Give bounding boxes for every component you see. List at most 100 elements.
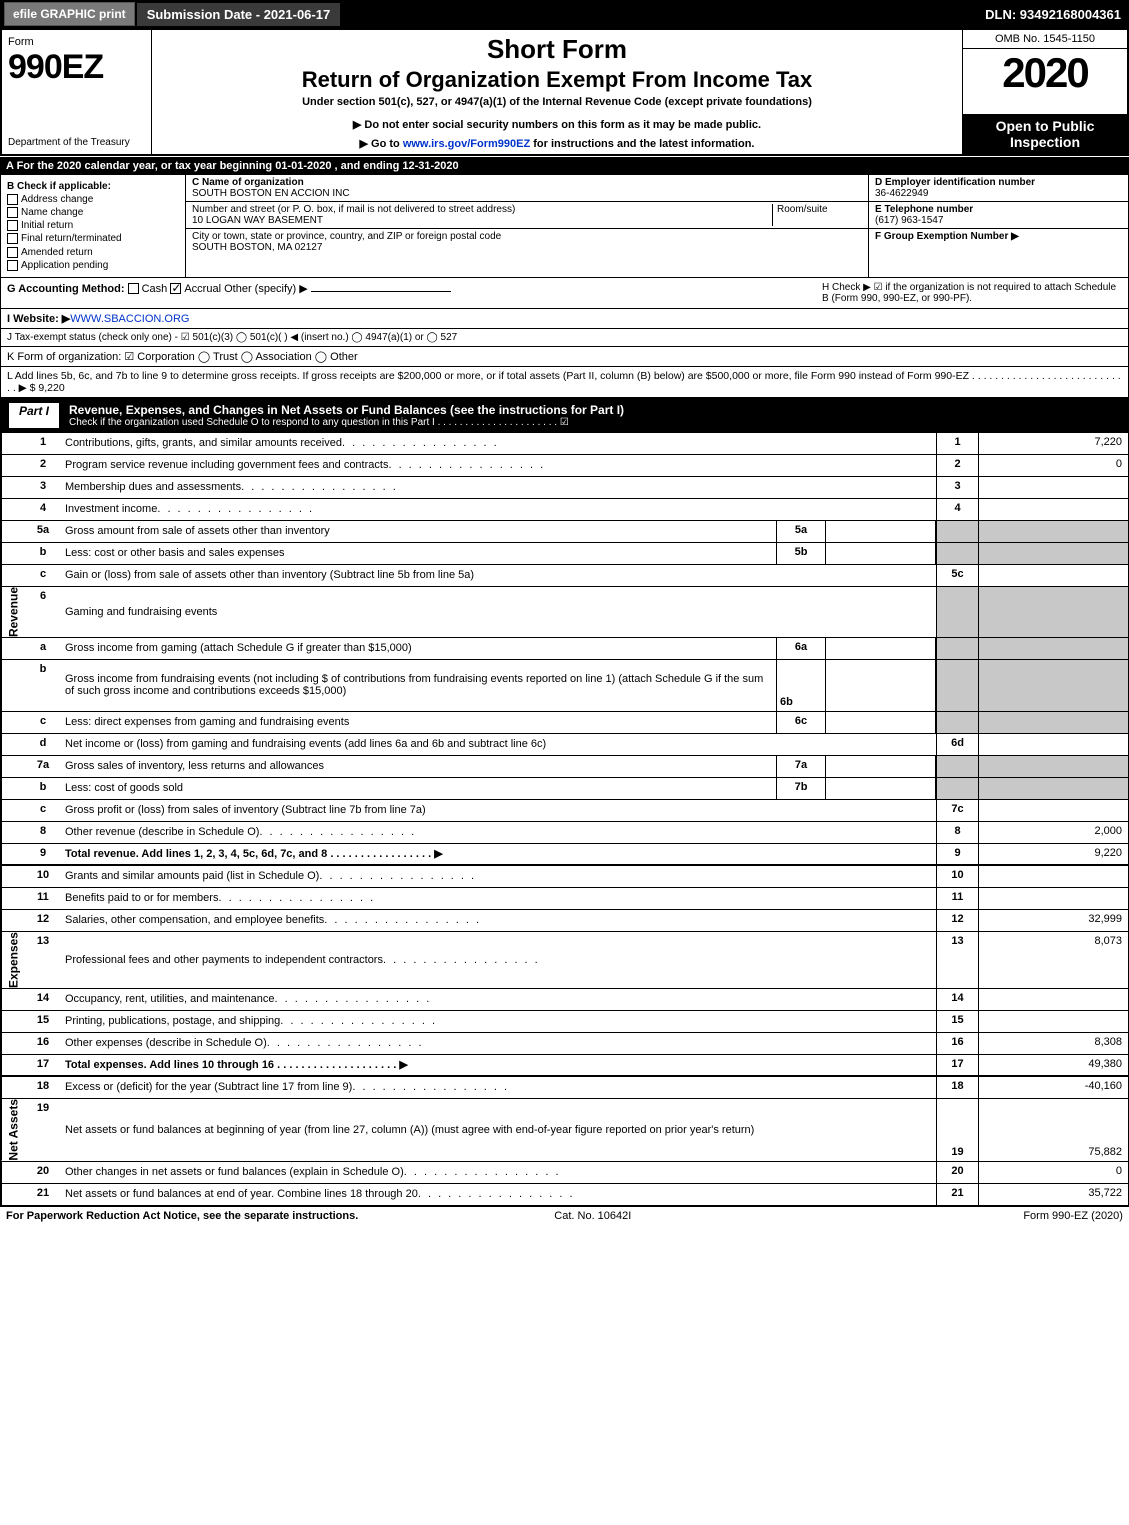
row-l: L Add lines 5b, 6c, and 7b to line 9 to … xyxy=(0,367,1129,398)
efile-print-button[interactable]: efile GRAPHIC print xyxy=(4,2,135,26)
val-18: -40,160 xyxy=(978,1077,1128,1098)
line-15: Printing, publications, postage, and shi… xyxy=(61,1011,936,1032)
line-7b: Less: cost of goods sold xyxy=(61,778,776,799)
org-address: 10 LOGAN WAY BASEMENT xyxy=(192,215,772,226)
open-public: Open to Public Inspection xyxy=(963,114,1127,154)
line-5a: Gross amount from sale of assets other t… xyxy=(61,521,776,542)
org-name: SOUTH BOSTON EN ACCION INC xyxy=(192,188,862,199)
dept-treasury: Department of the Treasury xyxy=(8,137,145,148)
line-13: Professional fees and other payments to … xyxy=(61,932,936,988)
line-19: Net assets or fund balances at beginning… xyxy=(61,1099,936,1161)
netassets-label: Net Assets xyxy=(1,1099,25,1161)
line-18: Excess or (deficit) for the year (Subtra… xyxy=(61,1077,936,1098)
line-3: Membership dues and assessments xyxy=(61,477,936,498)
city-label: City or town, state or province, country… xyxy=(192,231,501,242)
irs-link[interactable]: www.irs.gov/Form990EZ xyxy=(403,138,530,150)
form-footer: Form 990-EZ (2020) xyxy=(1023,1210,1123,1222)
addr-label: Number and street (or P. O. box, if mail… xyxy=(192,204,772,215)
omb-number: OMB No. 1545-1150 xyxy=(963,30,1127,49)
line-8: Other revenue (describe in Schedule O) xyxy=(61,822,936,843)
chk-pending[interactable] xyxy=(7,260,18,271)
row-i: I Website: ▶WWW.SBACCION.ORG xyxy=(0,309,1129,329)
val-19: 75,882 xyxy=(978,1099,1128,1161)
line-11: Benefits paid to or for members xyxy=(61,888,936,909)
row-j: J Tax-exempt status (check only one) - ☑… xyxy=(0,329,1129,347)
chk-name[interactable] xyxy=(7,207,18,218)
line-16: Other expenses (describe in Schedule O) xyxy=(61,1033,936,1054)
line-1: Contributions, gifts, grants, and simila… xyxy=(61,433,936,454)
line-7c: Gross profit or (loss) from sales of inv… xyxy=(61,800,936,821)
line-21: Net assets or fund balances at end of ye… xyxy=(61,1184,936,1205)
tax-year: 2020 xyxy=(963,49,1127,97)
box-c: C Name of organization SOUTH BOSTON EN A… xyxy=(186,175,868,277)
revenue-label: Revenue xyxy=(1,587,25,637)
chk-accrual[interactable] xyxy=(170,283,181,294)
part1-check: Check if the organization used Schedule … xyxy=(69,417,1120,428)
line-12: Salaries, other compensation, and employ… xyxy=(61,910,936,931)
room-suite: Room/suite xyxy=(772,204,862,226)
return-title: Return of Organization Exempt From Incom… xyxy=(160,67,954,93)
submission-date: Submission Date - 2021-06-17 xyxy=(137,3,341,26)
val-16: 8,308 xyxy=(978,1033,1128,1054)
line-6b: Gross income from fundraising events (no… xyxy=(61,660,776,711)
line-17: Total expenses. Add lines 10 through 16 … xyxy=(61,1055,936,1075)
chk-amended[interactable] xyxy=(7,247,18,258)
line-6a: Gross income from gaming (attach Schedul… xyxy=(61,638,776,659)
top-bar: efile GRAPHIC print Submission Date - 20… xyxy=(0,0,1129,28)
period-bar: A For the 2020 calendar year, or tax yea… xyxy=(0,156,1129,175)
val-17: 49,380 xyxy=(978,1055,1128,1075)
line-7a: Gross sales of inventory, less returns a… xyxy=(61,756,776,777)
website-link[interactable]: WWW.SBACCION.ORG xyxy=(70,313,189,325)
chk-final[interactable] xyxy=(7,233,18,244)
chk-initial[interactable] xyxy=(7,220,18,231)
form-header: Form 990EZ Department of the Treasury Sh… xyxy=(0,28,1129,156)
row-k: K Form of organization: ☑ Corporation ◯ … xyxy=(0,347,1129,367)
line-9: Total revenue. Add lines 1, 2, 3, 4, 5c,… xyxy=(61,844,936,864)
form-label: Form xyxy=(8,36,145,48)
val-2: 0 xyxy=(978,455,1128,476)
goto-instructions: ▶ Go to www.irs.gov/Form990EZ for instru… xyxy=(160,137,954,150)
line-4: Investment income xyxy=(61,499,936,520)
box-h: H Check ▶ ☑ if the organization is not r… xyxy=(822,282,1122,304)
box-b-title: B Check if applicable: xyxy=(7,181,179,192)
val-8: 2,000 xyxy=(978,822,1128,843)
paperwork-notice: For Paperwork Reduction Act Notice, see … xyxy=(6,1210,358,1222)
line-2: Program service revenue including govern… xyxy=(61,455,936,476)
val-21: 35,722 xyxy=(978,1184,1128,1205)
line-5c: Gain or (loss) from sale of assets other… xyxy=(61,565,936,586)
expenses-label: Expenses xyxy=(1,932,25,988)
line-6d: Net income or (loss) from gaming and fun… xyxy=(61,734,936,755)
tel-value: (617) 963-1547 xyxy=(875,215,1122,226)
accounting-label: G Accounting Method: xyxy=(7,283,125,295)
form-number: 990EZ xyxy=(8,48,145,87)
part1-grid: 1Contributions, gifts, grants, and simil… xyxy=(0,433,1129,1206)
dln: DLN: 93492168004361 xyxy=(985,7,1129,22)
section-a: B Check if applicable: Address change Na… xyxy=(0,175,1129,278)
org-city: SOUTH BOSTON, MA 02127 xyxy=(192,242,501,253)
line-6c: Less: direct expenses from gaming and fu… xyxy=(61,712,776,733)
val-12: 32,999 xyxy=(978,910,1128,931)
line-6: Gaming and fundraising events xyxy=(61,587,936,637)
line-20: Other changes in net assets or fund bala… xyxy=(61,1162,936,1183)
val-13: 8,073 xyxy=(978,932,1128,988)
line-14: Occupancy, rent, utilities, and maintena… xyxy=(61,989,936,1010)
part1-label: Part I xyxy=(9,403,59,428)
val-1: 7,220 xyxy=(978,433,1128,454)
ein-value: 36-4622949 xyxy=(875,188,1122,199)
line-5b: Less: cost or other basis and sales expe… xyxy=(61,543,776,564)
line-10: Grants and similar amounts paid (list in… xyxy=(61,866,936,887)
cat-no: Cat. No. 10642I xyxy=(554,1210,631,1222)
ssn-warning: ▶ Do not enter social security numbers o… xyxy=(160,118,954,131)
box-def: D Employer identification number 36-4622… xyxy=(868,175,1128,277)
val-20: 0 xyxy=(978,1162,1128,1183)
val-9: 9,220 xyxy=(978,844,1128,864)
part1-title: Revenue, Expenses, and Changes in Net As… xyxy=(69,403,1120,417)
tel-label: E Telephone number xyxy=(875,204,1122,215)
ein-label: D Employer identification number xyxy=(875,177,1122,188)
chk-cash[interactable] xyxy=(128,283,139,294)
page-footer: For Paperwork Reduction Act Notice, see … xyxy=(0,1206,1129,1225)
name-label: C Name of organization xyxy=(192,177,862,188)
chk-address[interactable] xyxy=(7,194,18,205)
row-g-h: G Accounting Method: Cash Accrual Other … xyxy=(0,278,1129,309)
box-b: B Check if applicable: Address change Na… xyxy=(1,175,186,277)
